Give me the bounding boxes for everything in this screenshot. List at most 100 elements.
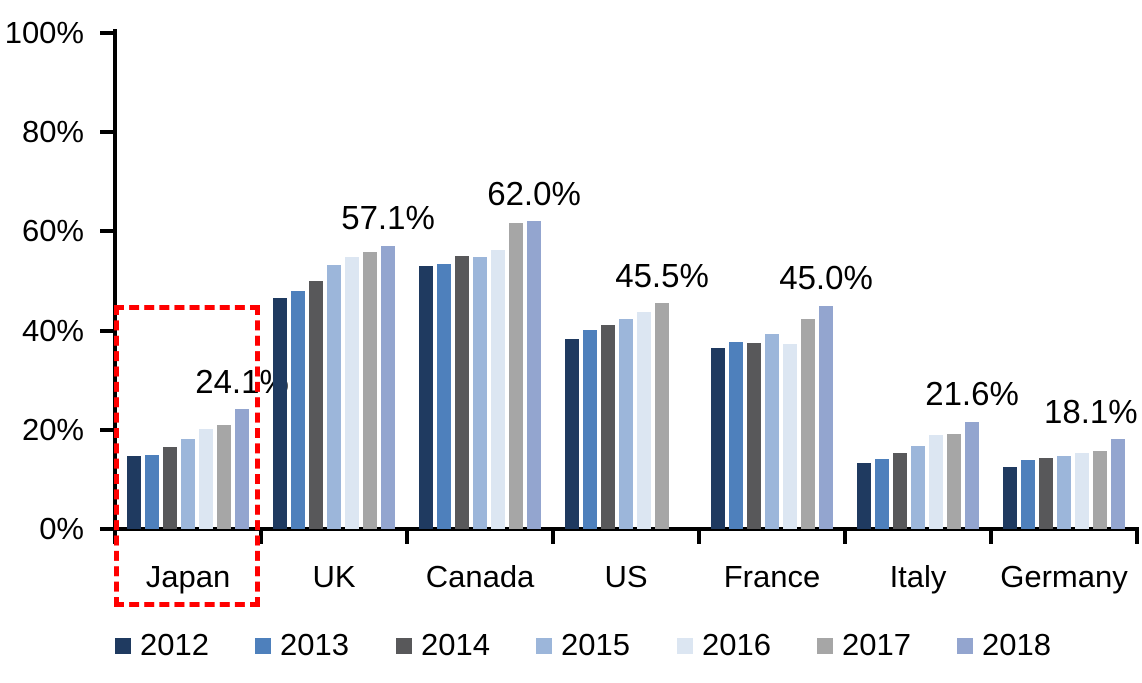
x-tick-mark	[259, 531, 263, 544]
bar-group-france: 45.0%	[699, 31, 873, 529]
legend-swatch-2016	[677, 638, 693, 654]
y-tick-label: 60%	[21, 213, 84, 249]
bar-canada-2018	[527, 221, 541, 529]
legend-swatch-2014	[396, 638, 412, 654]
x-tick-mark	[697, 531, 701, 544]
legend-label: 2013	[280, 627, 349, 662]
category-label-uk: UK	[312, 559, 356, 594]
legend-label: 2018	[982, 627, 1051, 662]
bar-group-us: 45.5%	[553, 31, 709, 529]
bar-canada-2012	[419, 266, 433, 529]
x-tick-mark	[989, 531, 993, 544]
bar-japan-2013	[145, 455, 159, 529]
legend-swatch-2015	[536, 638, 552, 654]
bar-germany-2015	[1057, 456, 1071, 529]
bar-canada-2015	[473, 257, 487, 529]
bar-uk-2013	[291, 291, 305, 529]
data-label-uk: 57.1%	[341, 199, 435, 237]
y-tick-label: 100%	[4, 15, 84, 50]
x-axis	[113, 527, 1139, 531]
bar-japan-2014	[163, 447, 177, 529]
x-tick-mark	[1135, 531, 1139, 544]
y-tick-mark	[100, 229, 115, 234]
legend-item-2012: 2012	[115, 627, 209, 662]
bar-uk-2017	[363, 252, 377, 529]
y-tick-mark	[100, 427, 115, 432]
highlight-box	[114, 305, 260, 607]
bar-france-2015	[765, 334, 779, 529]
bar-group-italy: 21.6%	[845, 31, 1019, 529]
bar-france-2014	[747, 343, 761, 529]
legend-label: 2016	[702, 627, 771, 662]
y-axis	[113, 29, 117, 533]
category-label-italy: Italy	[889, 559, 947, 594]
bar-germany-2018	[1111, 439, 1125, 529]
bar-group-canada: 62.0%	[407, 31, 581, 529]
bar-italy-2015	[911, 446, 925, 529]
bar-italy-2012	[857, 463, 871, 529]
bar-italy-2016	[929, 435, 943, 529]
x-tick-mark	[405, 531, 409, 544]
bar-us-2013	[583, 330, 597, 529]
bar-us-2016	[637, 312, 651, 529]
bar-germany-2016	[1075, 453, 1089, 529]
bar-us-2017	[655, 303, 669, 529]
legend-swatch-2012	[115, 638, 131, 654]
data-label-germany: 18.1%	[1044, 392, 1138, 430]
bar-uk-2018	[381, 246, 395, 529]
bar-uk-2015	[327, 265, 341, 529]
legend-label: 2017	[842, 627, 911, 662]
data-label-france: 45.0%	[779, 259, 873, 297]
bar-italy-2014	[893, 453, 907, 529]
bar-us-2015	[619, 319, 633, 529]
legend-item-2018: 2018	[957, 627, 1051, 662]
y-tick-label: 0%	[39, 511, 84, 546]
legend-swatch-2017	[817, 638, 833, 654]
bar-italy-2018	[965, 422, 979, 529]
bar-japan-2015	[181, 439, 195, 529]
bar-italy-2013	[875, 459, 889, 529]
bar-canada-2017	[509, 223, 523, 529]
bar-group-germany: 18.1%	[991, 31, 1138, 529]
bar-canada-2014	[455, 256, 469, 529]
bar-canada-2013	[437, 264, 451, 529]
category-label-france: France	[723, 559, 821, 594]
bar-us-2014	[601, 325, 615, 529]
bar-us-2012	[565, 339, 579, 529]
legend-label: 2012	[140, 627, 209, 662]
bar-japan-2018	[235, 409, 249, 529]
bar-france-2016	[783, 344, 797, 529]
bar-uk-2012	[273, 298, 287, 529]
bar-france-2012	[711, 348, 725, 529]
legend-item-2014: 2014	[396, 627, 490, 662]
legend-item-2013: 2013	[255, 627, 349, 662]
data-label-us: 45.5%	[615, 256, 709, 294]
y-tick-mark	[100, 130, 115, 135]
category-label-canada: Canada	[425, 559, 535, 594]
y-tick-label: 80%	[21, 114, 84, 150]
y-tick-mark	[100, 31, 115, 35]
bar-germany-2013	[1021, 460, 1035, 529]
y-tick-mark	[100, 328, 115, 333]
legend-label: 2014	[421, 627, 490, 662]
x-tick-mark	[843, 531, 847, 544]
category-label-japan: Japan	[145, 559, 231, 594]
bar-group-uk: 57.1%	[261, 31, 435, 529]
bar-germany-2012	[1003, 467, 1017, 529]
data-label-canada: 62.0%	[487, 174, 581, 212]
data-label-italy: 21.6%	[925, 375, 1019, 413]
category-label-germany: Germany	[1000, 559, 1128, 594]
y-tick-label: 40%	[21, 312, 84, 348]
legend-swatch-2018	[957, 638, 973, 654]
legend-item-2015: 2015	[536, 629, 630, 660]
bar-japan-2016	[199, 429, 213, 529]
category-label-us: US	[604, 559, 648, 594]
y-tick-label: 20%	[21, 411, 84, 447]
bar-japan-2017	[217, 425, 231, 529]
bar-france-2017	[801, 319, 815, 529]
bar-italy-2017	[947, 434, 961, 529]
bar-germany-2014	[1039, 458, 1053, 529]
bar-canada-2016	[491, 250, 505, 529]
bar-uk-2014	[309, 281, 323, 529]
